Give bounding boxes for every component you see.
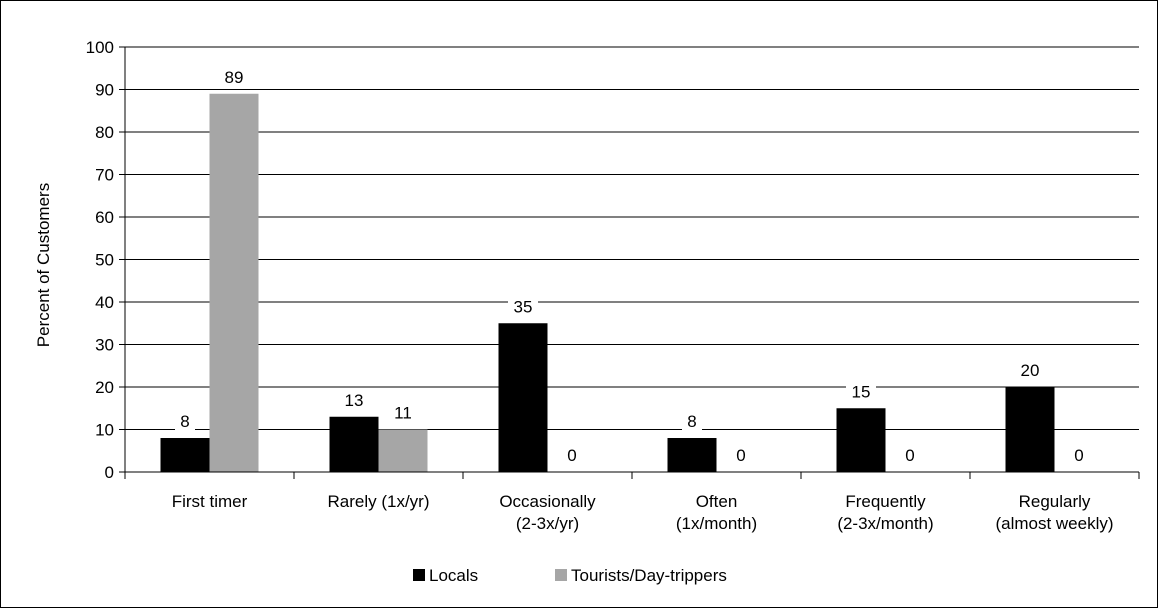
bar [160,438,210,472]
y-tick-label: 70 [95,166,114,185]
data-label-background [508,295,538,318]
y-tick-label: 10 [95,421,114,440]
data-label-background [682,410,702,432]
data-label-background [339,388,369,411]
legend-swatch [555,569,567,581]
data-label: 11 [394,404,412,423]
y-tick-label: 90 [95,81,114,100]
data-label-background [731,444,751,466]
category-label: First timer [172,492,248,511]
legend-label: Tourists/Day-trippers [571,566,727,585]
y-tick-label: 80 [95,123,114,142]
y-tick-label: 0 [105,463,114,482]
data-label-background [388,401,418,424]
bar [1005,387,1055,472]
data-label-background [175,410,195,432]
bar [378,429,428,472]
data-label-background [219,65,249,88]
data-label-background [846,380,876,403]
category-label: Rarely (1x/yr) [327,492,429,511]
data-label-background [1069,444,1089,466]
category-label: Frequently [845,492,926,511]
y-tick-label: 60 [95,208,114,227]
category-label: Regularly [1019,492,1091,511]
y-tick-label: 40 [95,293,114,312]
data-label: 0 [1074,446,1083,465]
data-label-background [1015,359,1045,381]
category-label: Occasionally [499,492,596,511]
data-label: 89 [225,68,244,87]
data-label-background [900,444,920,466]
data-label: 0 [567,446,576,465]
data-label: 0 [905,446,914,465]
bar [209,93,259,472]
bar [836,408,886,472]
bar [667,438,717,472]
data-label: 8 [180,412,189,431]
category-label: Often [696,492,738,511]
y-tick-label: 30 [95,336,114,355]
legend-label: Locals [429,566,478,585]
category-label: (2-3x/yr) [516,514,579,533]
legend-swatch [413,569,425,581]
data-label-background [562,444,582,466]
data-label: 20 [1021,361,1040,380]
y-tick-label: 50 [95,251,114,270]
category-label: (1x/month) [676,514,757,533]
data-label: 0 [736,446,745,465]
data-label: 15 [852,382,871,401]
bar [498,323,548,472]
y-tick-label: 100 [86,38,114,57]
data-label: 13 [345,391,364,410]
bar [329,416,379,472]
y-tick-label: 20 [95,378,114,397]
y-axis-label: Percent of Customers [34,183,53,347]
data-label: 35 [514,297,533,316]
data-label: 8 [687,412,696,431]
category-label: (2-3x/month) [837,514,933,533]
category-label: (almost weekly) [995,514,1113,533]
